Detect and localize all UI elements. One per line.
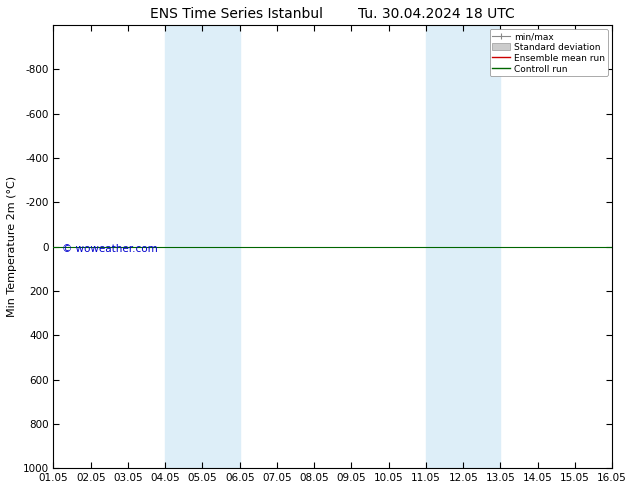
- Text: © woweather.com: © woweather.com: [62, 245, 158, 254]
- Legend: min/max, Standard deviation, Ensemble mean run, Controll run: min/max, Standard deviation, Ensemble me…: [489, 29, 607, 76]
- Bar: [463, 25, 500, 468]
- Bar: [426, 25, 463, 468]
- Y-axis label: Min Temperature 2m (°C): Min Temperature 2m (°C): [7, 176, 17, 317]
- Bar: [202, 25, 240, 468]
- Title: ENS Time Series Istanbul        Tu. 30.04.2024 18 UTC: ENS Time Series Istanbul Tu. 30.04.2024 …: [150, 7, 515, 21]
- Bar: [165, 25, 202, 468]
